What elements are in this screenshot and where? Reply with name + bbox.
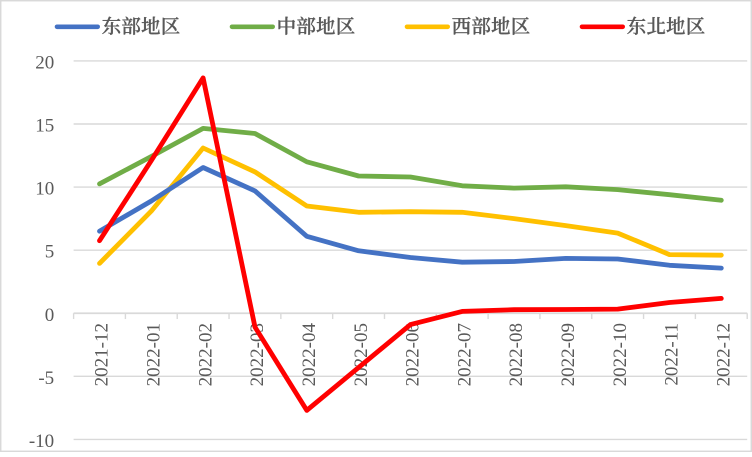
svg-text:2022-10: 2022-10 xyxy=(610,323,631,386)
svg-text:2022-09: 2022-09 xyxy=(558,323,579,386)
svg-text:2022-11: 2022-11 xyxy=(662,323,683,386)
svg-text:2021-12: 2021-12 xyxy=(92,323,113,386)
svg-text:2022-02: 2022-02 xyxy=(195,323,216,386)
svg-text:-10: -10 xyxy=(29,431,54,452)
svg-text:15: 15 xyxy=(35,115,54,136)
svg-text:0: 0 xyxy=(45,305,55,326)
svg-text:2022-05: 2022-05 xyxy=(351,323,372,386)
svg-text:2022-07: 2022-07 xyxy=(454,323,475,386)
svg-text:2022-01: 2022-01 xyxy=(144,323,165,386)
svg-text:20: 20 xyxy=(35,52,54,73)
svg-text:10: 10 xyxy=(35,179,54,200)
svg-text:2022-12: 2022-12 xyxy=(713,323,734,386)
svg-text:2022-06: 2022-06 xyxy=(403,323,424,386)
svg-text:2022-04: 2022-04 xyxy=(299,323,320,387)
svg-text:5: 5 xyxy=(45,242,55,263)
svg-text:2022-08: 2022-08 xyxy=(506,323,527,386)
svg-text:-5: -5 xyxy=(38,368,54,389)
